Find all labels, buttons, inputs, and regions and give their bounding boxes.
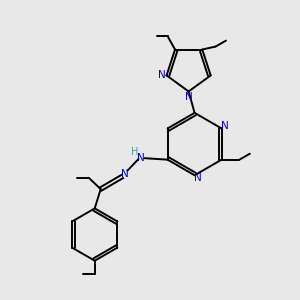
Text: H: H	[131, 147, 139, 157]
Text: N: N	[221, 121, 229, 131]
Text: N: N	[158, 70, 166, 80]
Text: N: N	[194, 172, 201, 183]
Text: N: N	[185, 92, 193, 101]
Text: N: N	[137, 153, 145, 163]
Text: N: N	[121, 169, 128, 179]
